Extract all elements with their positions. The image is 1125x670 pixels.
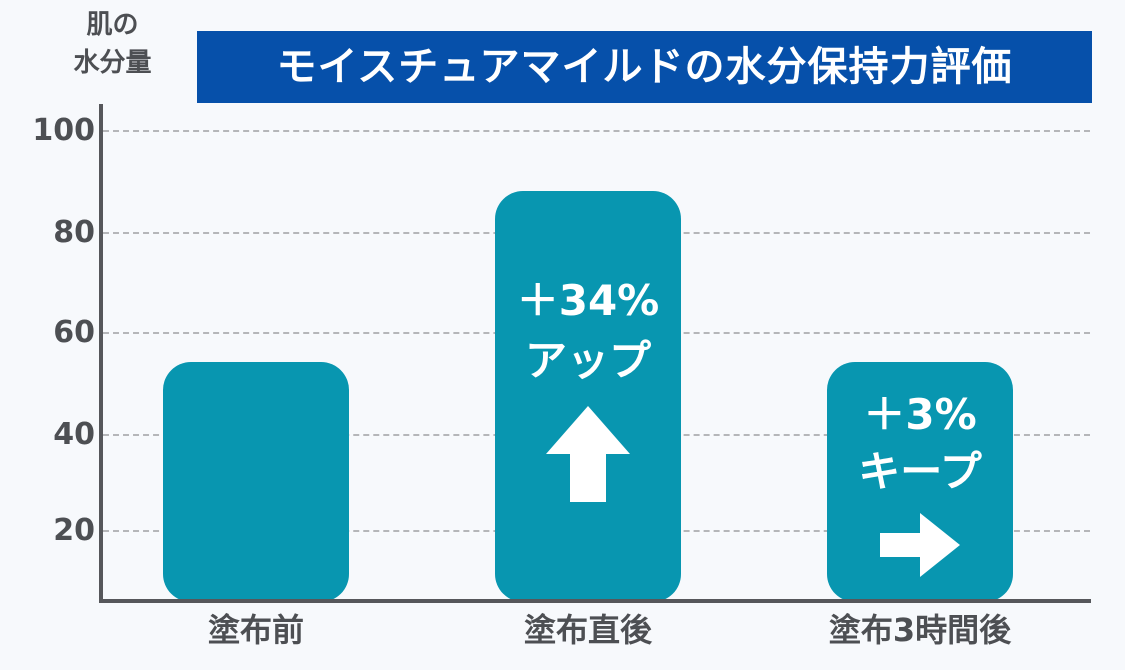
- bar-before-application: [163, 362, 349, 602]
- y-axis-label-line2: 水分量: [73, 48, 152, 78]
- arrow-right-icon: [880, 513, 960, 577]
- bar-annotation-note: キープ: [858, 447, 982, 496]
- y-axis-label-line1: 肌の: [86, 10, 139, 40]
- y-tick-80: 80: [53, 215, 95, 250]
- bar-annotation-percent: ＋34%: [516, 276, 660, 325]
- y-axis-label: 肌の 水分量: [55, 6, 170, 82]
- bar-right-after-application: ＋34% アップ: [495, 191, 681, 602]
- y-tick-100: 100: [32, 113, 95, 148]
- bar-annotation-note: アップ: [524, 336, 651, 385]
- x-axis-line: [99, 599, 1091, 603]
- x-label-3-hours-after: 塗布3時間後: [828, 611, 1012, 649]
- y-tick-60: 60: [53, 315, 95, 350]
- y-tick-20: 20: [53, 513, 95, 548]
- y-axis-line: [99, 104, 103, 603]
- bar-annotation-percent: ＋3%: [863, 390, 977, 439]
- y-tick-40: 40: [53, 417, 95, 452]
- bar-3-hours-after-application: ＋3% キープ: [827, 362, 1013, 602]
- chart-title: モイスチュアマイルドの水分保持力評価: [197, 31, 1092, 103]
- x-label-right-after: 塗布直後: [523, 611, 652, 649]
- gridline-100: [103, 130, 1090, 132]
- arrow-up-icon: [546, 406, 630, 502]
- x-label-before: 塗布前: [207, 611, 304, 649]
